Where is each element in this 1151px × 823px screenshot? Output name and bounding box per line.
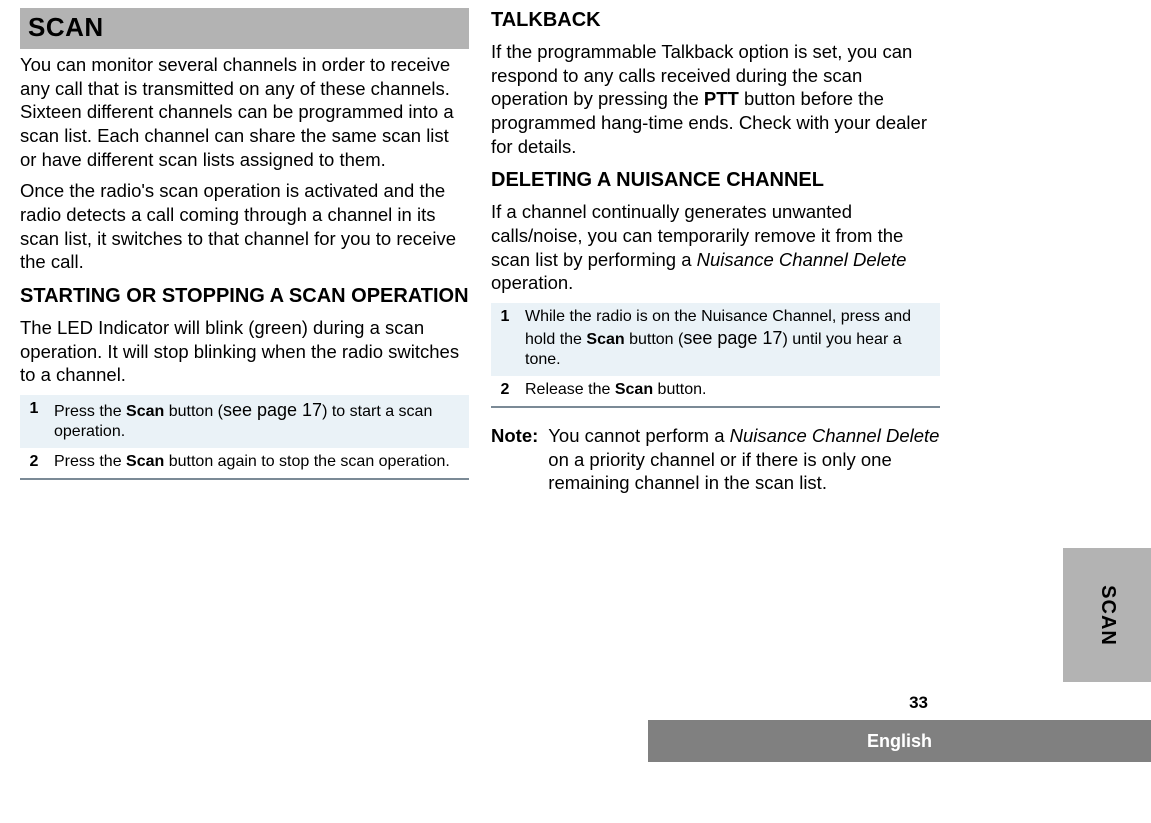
note-text: You cannot perform a Nuisance Channel De… — [548, 424, 940, 495]
step-number: 2 — [20, 448, 48, 478]
page: SCAN You can monitor several channels in… — [0, 0, 1151, 823]
text: button ( — [164, 403, 223, 420]
side-tab-label: SCAN — [1095, 585, 1118, 646]
italic-text: Nuisance Channel Delete — [730, 425, 940, 446]
step-text: Release the Scan button. — [519, 376, 940, 406]
side-tab: SCAN — [1063, 548, 1151, 682]
text: You cannot perform a — [548, 425, 729, 446]
bold-text: Scan — [126, 453, 164, 470]
italic-text: Nuisance Channel Delete — [697, 249, 907, 270]
nuisance-paragraph: If a channel continually generates unwan… — [491, 200, 940, 295]
text: on a priority channel or if there is onl… — [548, 449, 891, 494]
section-header-bar: SCAN — [20, 8, 469, 49]
content-columns: SCAN You can monitor several channels in… — [20, 8, 940, 495]
text: button. — [653, 381, 706, 398]
heading-deleting-nuisance: DELETING A NUISANCE CHANNEL — [491, 168, 940, 192]
bold-text: Scan — [586, 331, 624, 348]
text: Press the — [54, 453, 126, 470]
column-right: TALKBACK If the programmable Talkback op… — [491, 8, 940, 495]
text: see page 17 — [223, 400, 322, 420]
step-number: 1 — [491, 303, 519, 376]
note-block: Note: You cannot perform a Nuisance Chan… — [491, 424, 940, 495]
heading-start-stop-scan: STARTING OR STOPPING A SCAN OPERATION — [20, 284, 469, 308]
table-row: 1 While the radio is on the Nuisance Cha… — [491, 303, 940, 376]
steps-table-nuisance: 1 While the radio is on the Nuisance Cha… — [491, 303, 940, 406]
step-text: Press the Scan button again to stop the … — [48, 448, 469, 478]
steps-table-scan: 1 Press the Scan button (see page 17) to… — [20, 395, 469, 478]
step-text: Press the Scan button (see page 17) to s… — [48, 395, 469, 448]
page-number: 33 — [909, 693, 928, 713]
table-row: 1 Press the Scan button (see page 17) to… — [20, 395, 469, 448]
intro-paragraph-2: Once the radio's scan operation is activ… — [20, 179, 469, 274]
table-row: 2 Release the Scan button. — [491, 376, 940, 406]
talkback-paragraph: If the programmable Talkback option is s… — [491, 40, 940, 158]
text: Press the — [54, 403, 126, 420]
column-left: SCAN You can monitor several channels in… — [20, 8, 469, 495]
heading-talkback: TALKBACK — [491, 8, 940, 32]
text: button ( — [625, 331, 684, 348]
bold-text: PTT — [704, 88, 739, 109]
text: operation. — [491, 272, 573, 293]
language-label: English — [867, 731, 932, 752]
note-label: Note: — [491, 424, 538, 495]
bold-text: Scan — [126, 403, 164, 420]
language-bar: English — [648, 720, 1151, 762]
text: Release the — [525, 381, 615, 398]
section-title: SCAN — [28, 12, 461, 43]
step-text: While the radio is on the Nuisance Chann… — [519, 303, 940, 376]
step-number: 1 — [20, 395, 48, 448]
table-rule — [491, 406, 940, 408]
led-paragraph: The LED Indicator will blink (green) dur… — [20, 316, 469, 387]
step-number: 2 — [491, 376, 519, 406]
table-row: 2 Press the Scan button again to stop th… — [20, 448, 469, 478]
text: see page 17 — [683, 328, 782, 348]
text: button again to stop the scan operation. — [164, 453, 450, 470]
table-rule — [20, 478, 469, 480]
bold-text: Scan — [615, 381, 653, 398]
intro-paragraph-1: You can monitor several channels in orde… — [20, 53, 469, 171]
